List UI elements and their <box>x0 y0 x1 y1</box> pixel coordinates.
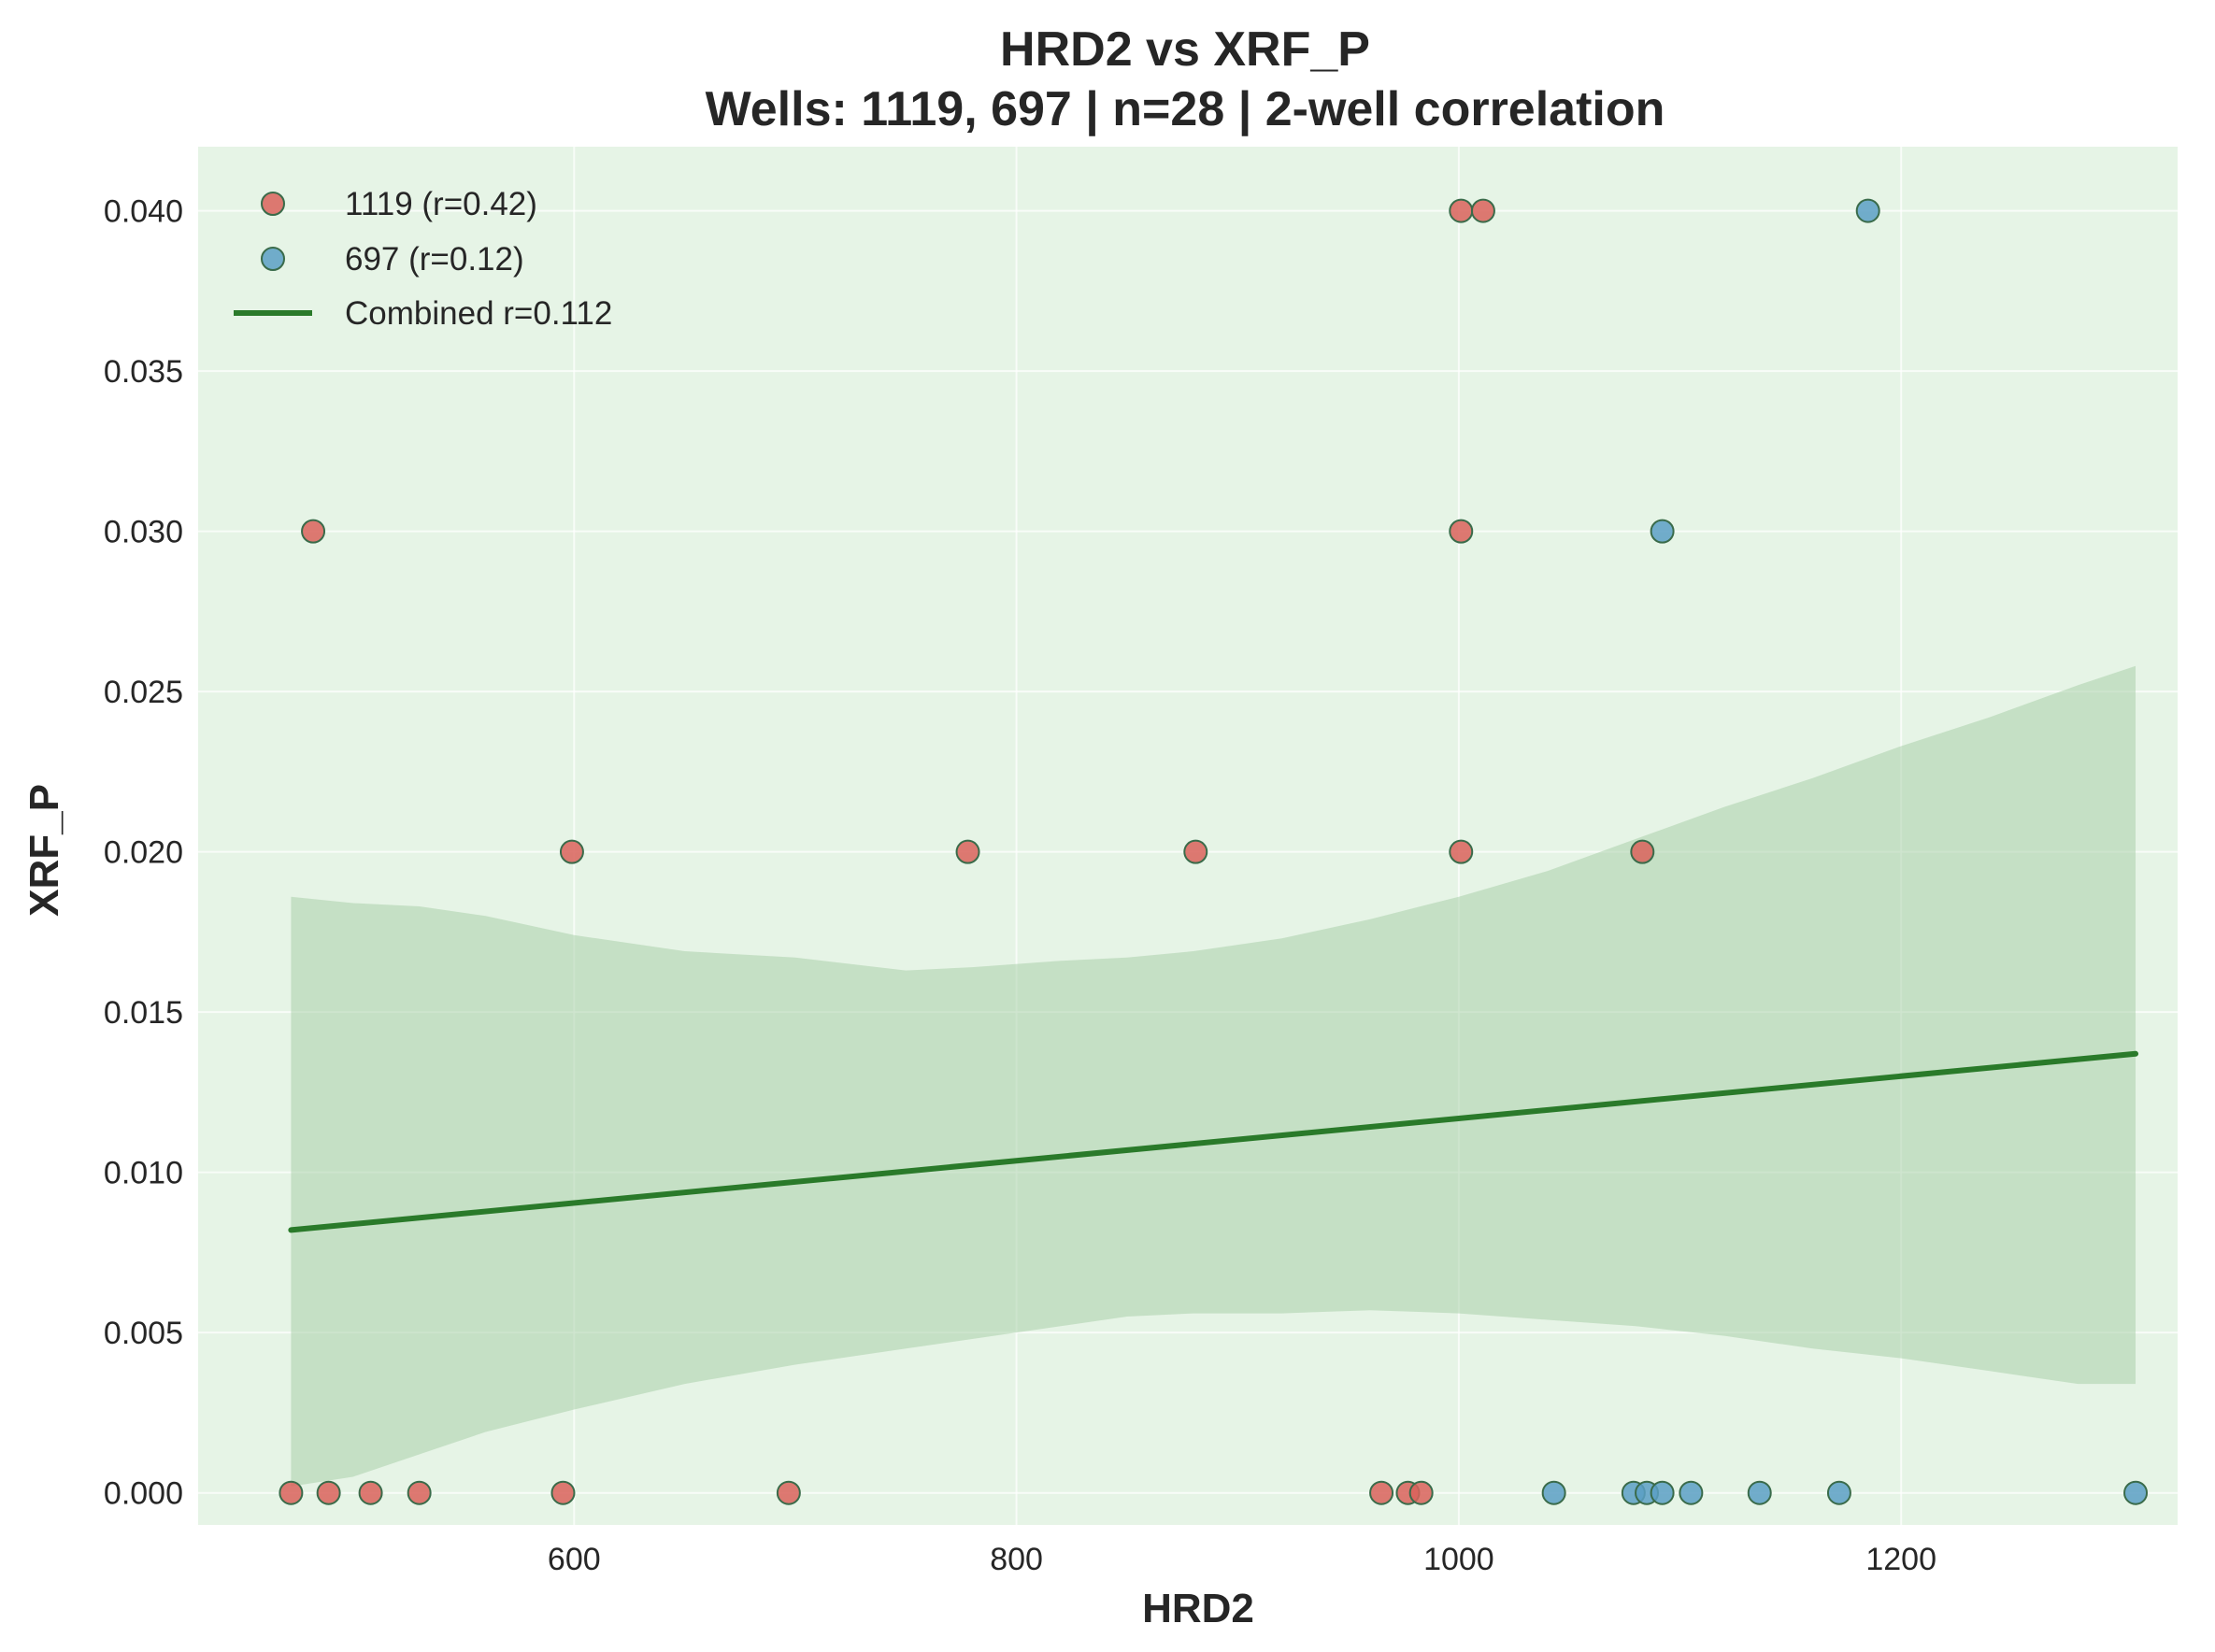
y-axis-ticks: 0.000 0.005 0.010 0.015 0.020 0.025 0.030 0.035… <box>104 194 183 1512</box>
point-series0-9 <box>301 519 326 544</box>
combined-fit-line <box>288 1050 2139 1233</box>
point-series1-6 <box>1826 1480 1851 1505</box>
point-series0-10 <box>559 839 584 864</box>
data-points <box>279 198 2149 1505</box>
y-tick-label-4: 0.020 <box>104 835 183 871</box>
point-series0-2 <box>358 1480 383 1505</box>
confidence-band <box>291 665 2136 1487</box>
point-series1-8 <box>1650 519 1675 544</box>
x-tick-label-0: 600 <box>548 1542 601 1577</box>
x-tick-label-3: 1200 <box>1865 1542 1936 1577</box>
y-axis-label: XRF_P <box>21 784 67 917</box>
point-series0-13 <box>1449 839 1474 864</box>
point-series1-0 <box>1541 1480 1566 1505</box>
point-series0-3 <box>407 1480 432 1505</box>
y-tick-label-2: 0.010 <box>104 1156 183 1191</box>
point-series0-0 <box>279 1480 304 1505</box>
x-axis-ticks: 600 800 1000 1200 <box>548 1542 1936 1577</box>
y-tick-label-7: 0.035 <box>104 354 183 390</box>
legend-label-combined: Combined r=0.112 <box>345 295 612 332</box>
point-series0-4 <box>550 1480 576 1505</box>
y-tick-label-0: 0.000 <box>104 1476 183 1512</box>
point-series1-5 <box>1747 1480 1772 1505</box>
chart-subtitle: Wells: 1119, 697 | n=28 | 2-well correla… <box>706 82 1665 136</box>
point-series1-9 <box>1855 198 1880 223</box>
point-series1-7 <box>2123 1480 2149 1505</box>
legend-marker-1119 <box>261 192 285 216</box>
y-tick-label-8: 0.040 <box>104 194 183 230</box>
y-tick-label-3: 0.015 <box>104 995 183 1031</box>
chart-title: HRD2 vs XRF_P <box>1000 22 1370 77</box>
point-series0-17 <box>1630 839 1655 864</box>
point-series0-15 <box>1449 198 1474 223</box>
x-axis-label: HRD2 <box>1142 1586 1254 1631</box>
legend: 1119 (r=0.42) 697 (r=0.12) Combined r=0.… <box>234 186 612 332</box>
point-series0-6 <box>1369 1480 1394 1505</box>
x-tick-label-1: 800 <box>990 1542 1043 1577</box>
y-tick-label-6: 0.030 <box>104 515 183 550</box>
legend-label-697: 697 (r=0.12) <box>345 241 524 278</box>
point-series1-4 <box>1679 1480 1704 1505</box>
legend-marker-697 <box>261 247 285 271</box>
point-series0-12 <box>1183 839 1208 864</box>
y-tick-label-1: 0.005 <box>104 1316 183 1351</box>
point-series0-5 <box>776 1480 801 1505</box>
point-series0-8 <box>1408 1480 1434 1505</box>
point-series0-16 <box>1470 198 1495 223</box>
legend-label-1119: 1119 (r=0.42) <box>345 186 537 222</box>
point-series1-3 <box>1650 1480 1675 1505</box>
y-tick-label-5: 0.025 <box>104 675 183 710</box>
point-series0-14 <box>1449 519 1474 544</box>
point-series0-11 <box>955 839 980 864</box>
x-tick-label-2: 1000 <box>1423 1542 1494 1577</box>
point-series0-1 <box>316 1480 341 1505</box>
